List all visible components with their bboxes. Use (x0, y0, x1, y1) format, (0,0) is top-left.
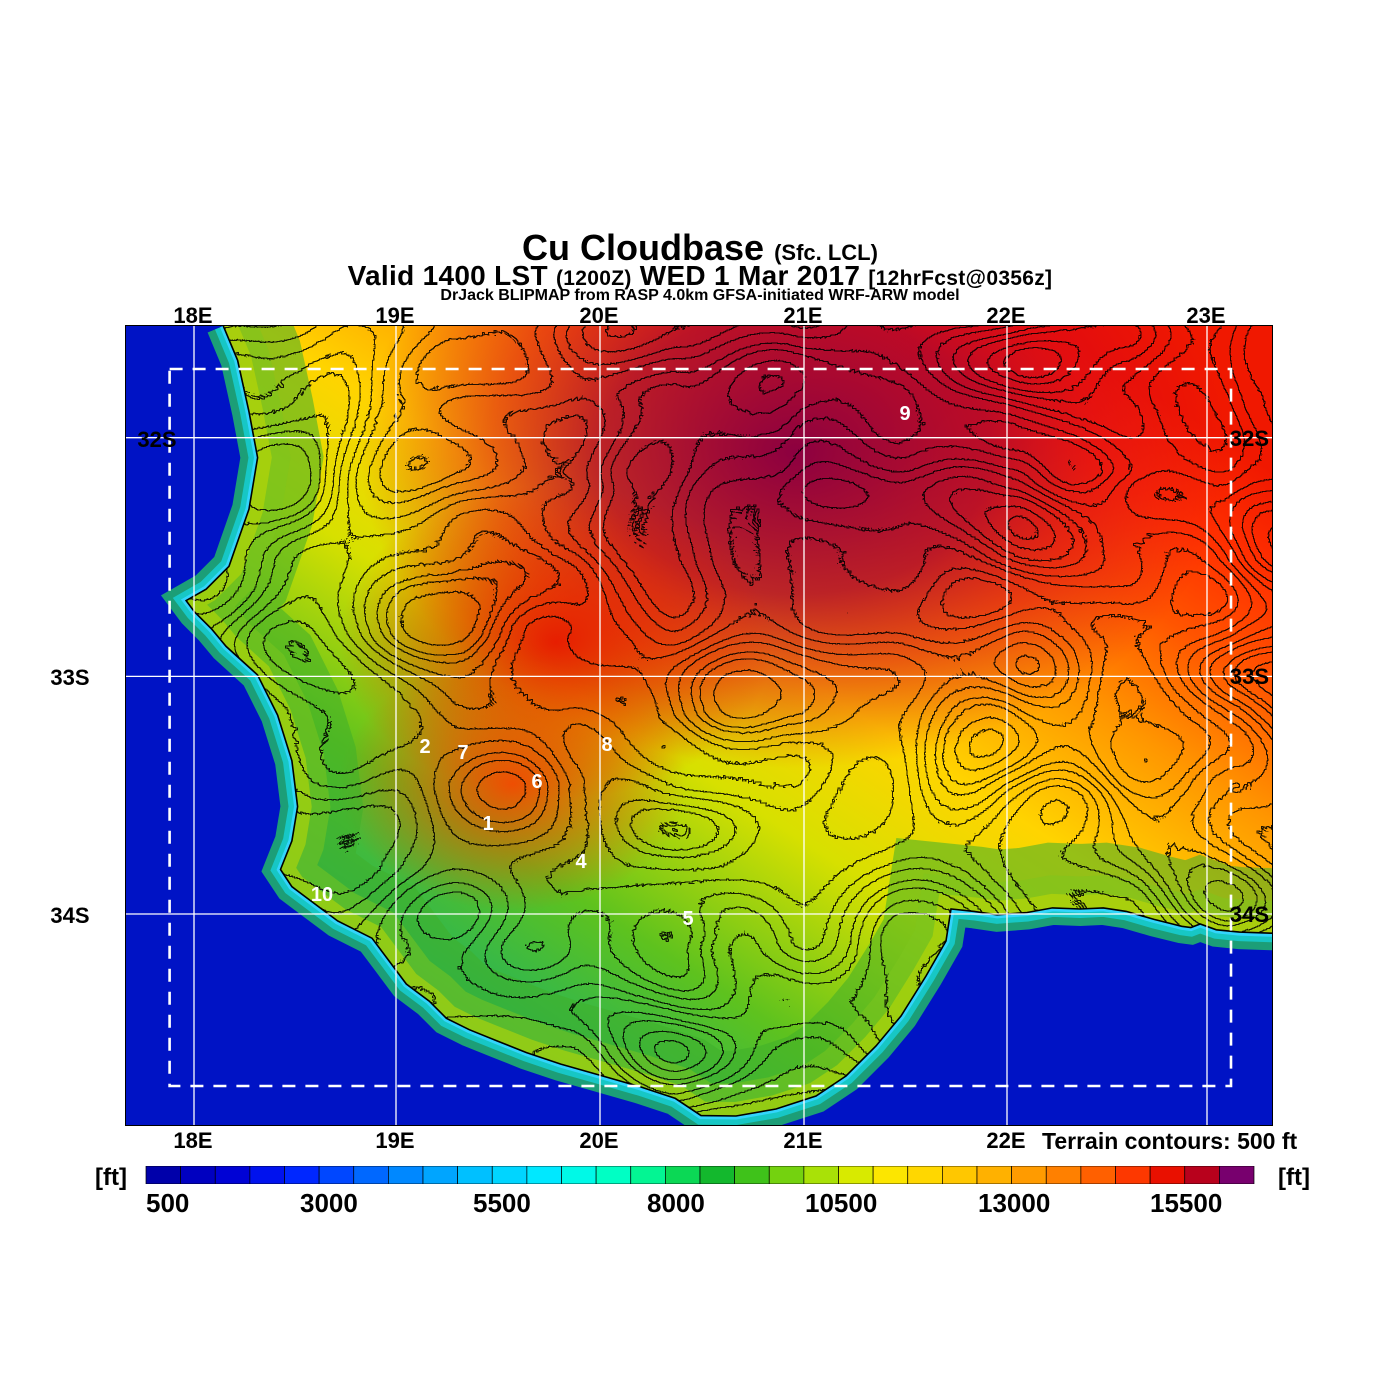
svg-text:7: 7 (457, 742, 468, 764)
svg-text:9: 9 (899, 403, 910, 425)
svg-text:32S: 32S (1230, 426, 1269, 451)
svg-text:8: 8 (601, 734, 612, 756)
svg-text:6: 6 (531, 771, 542, 793)
svg-text:1: 1 (482, 813, 493, 835)
svg-text:4: 4 (575, 851, 587, 873)
svg-text:2: 2 (419, 736, 430, 758)
svg-text:5: 5 (682, 908, 693, 930)
svg-text:10: 10 (311, 884, 333, 906)
svg-text:33S: 33S (1230, 664, 1269, 689)
svg-text:34S: 34S (1230, 902, 1269, 927)
